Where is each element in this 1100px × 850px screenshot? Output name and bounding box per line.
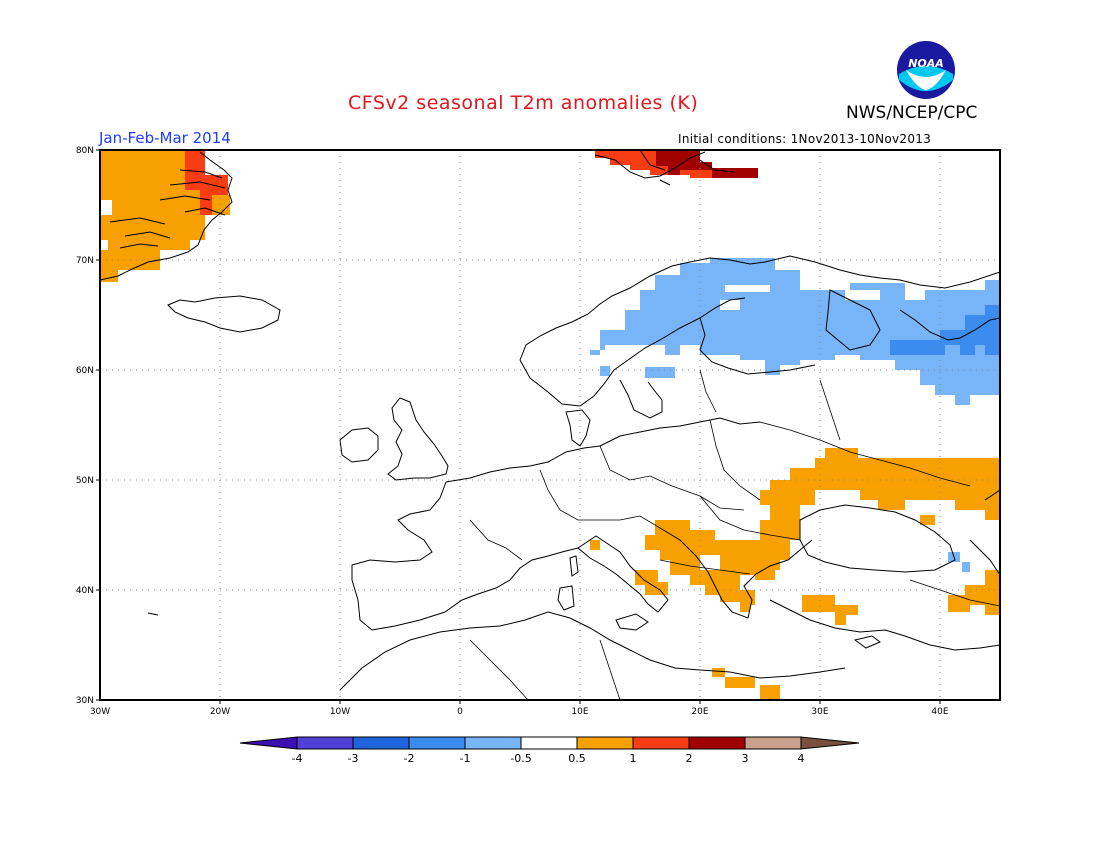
colorbar-arrow-high (800, 736, 860, 750)
lon-label: 10W (330, 707, 350, 717)
lat-label: 30N (76, 696, 94, 706)
noaa-logo-icon: NOAA (897, 41, 955, 99)
colorbar-box (352, 736, 410, 750)
season-label: Jan-Feb-Mar 2014 (99, 129, 231, 147)
colorbar-box (632, 736, 690, 750)
colorbar-arrow-low (239, 736, 298, 750)
colorbar-label: -0.5 (510, 752, 531, 765)
lat-label: 40N (76, 586, 94, 596)
noaa-logo-text: NOAA (908, 57, 944, 70)
colorbar-label: -3 (348, 752, 359, 765)
colorbar-box (464, 736, 522, 750)
agency-label: NWS/NCEP/CPC (846, 103, 978, 123)
lat-label: 50N (76, 476, 94, 486)
lat-label: 60N (76, 366, 94, 376)
map-title: CFSv2 seasonal T2m anomalies (K) (348, 92, 699, 114)
anomaly-scandinavia-cool (590, 258, 1000, 405)
anomaly-svalbard-veryhot (656, 150, 758, 178)
initial-conditions-label: Initial conditions: 1Nov2013-10Nov2013 (678, 132, 932, 146)
colorbar-box (744, 736, 802, 750)
latitude-axis: 80N 70N 60N 50N 40N 30N (76, 146, 94, 706)
lat-label: 70N (76, 256, 94, 266)
lon-label: 10E (571, 707, 588, 717)
lon-label: 30W (90, 707, 110, 717)
colorbar-box (296, 736, 354, 750)
grid-lines (100, 150, 1000, 700)
colorbar-label: 3 (742, 752, 749, 765)
colorbar-label: -2 (404, 752, 415, 765)
colorbar-label: -4 (292, 752, 303, 765)
map-frame (99, 149, 1001, 701)
colorbar-label: 4 (798, 752, 805, 765)
lon-label: 40E (931, 707, 948, 717)
anomaly-libya-warm (712, 668, 755, 688)
country-borders (469, 369, 1000, 700)
anomaly-russia-colder (890, 305, 1000, 355)
anomaly-east-europe-warm (645, 448, 1000, 612)
colorbar-label: 2 (686, 752, 693, 765)
anomaly-greenland-warm (100, 150, 230, 282)
colorbar-label: -1 (460, 752, 471, 765)
longitude-axis: 30W 20W 10W 0 10E 20E 30E 40E (90, 707, 949, 717)
colorbar: -4 -3 -2 -1 -0.5 0.5 1 2 3 4 (239, 736, 860, 765)
colorbar-box (576, 736, 634, 750)
lon-label: 20W (210, 707, 230, 717)
colorbar-box (408, 736, 466, 750)
anomaly-greenland-hot (185, 150, 228, 215)
colorbar-label: 0.5 (568, 752, 586, 765)
anomaly-shading (100, 150, 1000, 700)
coastlines (100, 150, 1000, 691)
colorbar-box (688, 736, 746, 750)
lon-label: 0 (457, 707, 463, 717)
lon-label: 20E (691, 707, 708, 717)
lon-label: 30E (811, 707, 828, 717)
colorbar-label: 1 (630, 752, 637, 765)
lat-label: 80N (76, 146, 94, 156)
colorbar-box (520, 736, 578, 750)
anomaly-turkey-warm (802, 595, 858, 625)
